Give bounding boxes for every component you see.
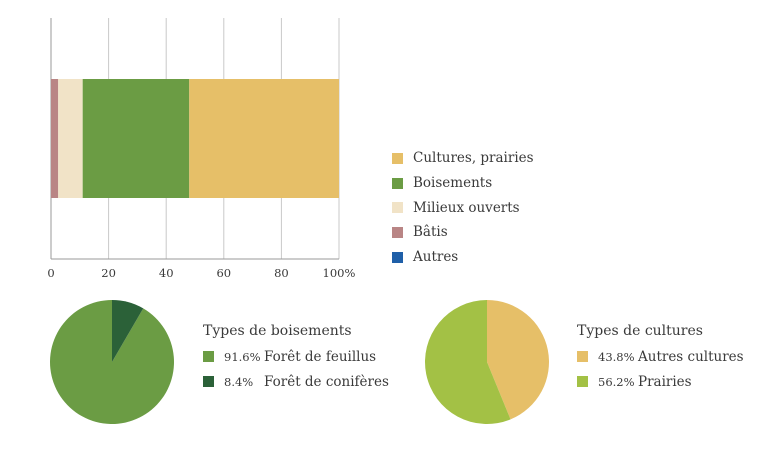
pie-legend-item: 8.4% Forêt de conifères — [203, 369, 389, 394]
legend-item: Cultures, prairies — [392, 146, 534, 171]
pie-legend-percent: 43.8% — [598, 349, 635, 364]
legend-swatch — [577, 376, 588, 387]
pie-legend-boisements: Types de boisements 91.6% Forêt de feuill… — [203, 318, 389, 394]
x-tick-label: 60 — [216, 266, 231, 280]
pie-chart-boisements — [50, 300, 175, 425]
pie-legend-title: Types de boisements — [203, 323, 352, 339]
legend-label: Autres — [413, 249, 459, 266]
legend-swatch — [203, 376, 214, 387]
pie-legend-label: Forêt de feuillus — [264, 348, 377, 365]
x-tick-label: 40 — [159, 266, 174, 280]
pie-legend-label: Autres cultures — [638, 348, 744, 365]
bar-segment — [51, 79, 59, 198]
legend-label: Boisements — [413, 175, 493, 192]
legend-item: Milieux ouverts — [392, 195, 534, 220]
pie-legend-label: Prairies — [638, 373, 692, 390]
pie-slice — [50, 300, 175, 425]
pie-legend-label: Forêt de conifères — [264, 373, 389, 390]
legend-item: Bâtis — [392, 220, 534, 245]
pie-legend-percent: 56.2% — [598, 374, 635, 389]
pie-legend-item: 91.6% Forêt de feuillus — [203, 344, 389, 369]
x-tick-label: 80 — [274, 266, 289, 280]
bar-segments — [51, 79, 339, 198]
legend-swatch — [392, 251, 403, 263]
bar-segment — [82, 79, 190, 198]
legend-item: Autres — [392, 245, 534, 270]
pie-legend-percent: 91.6% — [224, 349, 261, 364]
pie-chart-cultures — [424, 300, 549, 424]
legend-swatch — [203, 351, 214, 362]
pie-slice — [487, 300, 549, 420]
bar-legend: Cultures, prairies Boisements Milieux ouve… — [392, 146, 534, 269]
pie-slice — [112, 300, 144, 362]
legend-label: Cultures, prairies — [413, 150, 534, 167]
legend-swatch — [392, 152, 403, 164]
bar-segment — [58, 79, 83, 198]
legend-swatch — [392, 177, 403, 189]
pie-legend-title: Types de cultures — [577, 323, 703, 339]
legend-label: Milieux ouverts — [413, 199, 520, 216]
pie-slice — [424, 300, 511, 424]
pie-legend-percent: 8.4% — [224, 374, 254, 389]
legend-label: Bâtis — [413, 224, 448, 241]
bar-segment — [189, 79, 339, 198]
pie-legend-cultures: Types de cultures 43.8% Autres cultures 56… — [577, 318, 744, 394]
x-tick-label: 0 — [47, 266, 54, 280]
pie-legend-item: 56.2% Prairies — [577, 369, 744, 394]
x-tick-label: 100% — [323, 266, 356, 280]
pie-legend-item: 43.8% Autres cultures — [577, 344, 744, 369]
stacked-bar-chart: 0 20 40 60 80 100% — [47, 18, 356, 280]
legend-swatch — [577, 351, 588, 362]
legend-swatch — [392, 226, 403, 238]
legend-swatch — [392, 202, 403, 214]
legend-item: Boisements — [392, 171, 534, 196]
x-tick-label: 20 — [101, 266, 116, 280]
x-axis-ticks: 0 20 40 60 80 100% — [47, 266, 355, 280]
